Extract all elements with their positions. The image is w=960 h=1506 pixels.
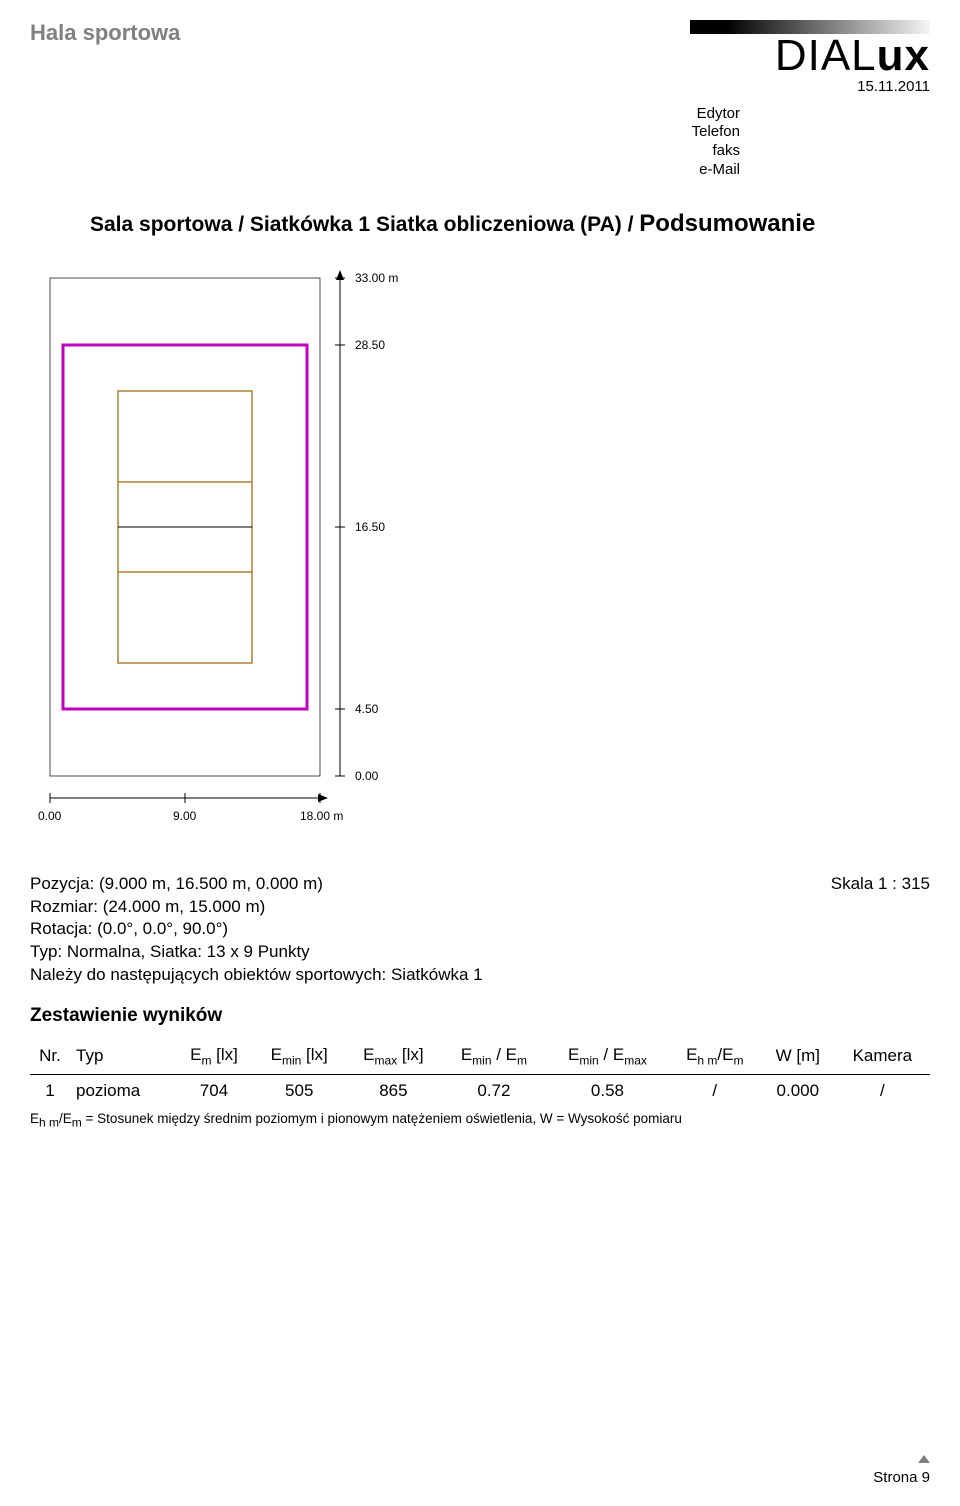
results-table: Nr. Typ Em [lx] Emin [lx] Emax [lx] Emin… bbox=[30, 1041, 930, 1106]
page-title: Sala sportowa / Siatkówka 1 Siatka oblic… bbox=[90, 210, 930, 238]
table-header-row: Nr. Typ Em [lx] Emin [lx] Emax [lx] Emin… bbox=[30, 1041, 930, 1074]
logo-prefix: DIAL bbox=[775, 31, 877, 80]
col-kamera: Kamera bbox=[835, 1041, 930, 1074]
x-tick-0: 0.00 bbox=[38, 809, 62, 823]
cell-nr: 1 bbox=[30, 1074, 70, 1107]
title-path: Sala sportowa / Siatkówka 1 Siatka oblic… bbox=[90, 213, 639, 236]
contact-email: e-Mail bbox=[220, 161, 740, 180]
diagram: 33.00 m 28.50 16.50 4.50 0.00 0.00 9.00 … bbox=[30, 258, 930, 853]
header: Hala sportowa DIALux 15.11.2011 bbox=[30, 20, 930, 95]
col-typ: Typ bbox=[70, 1041, 175, 1074]
col-nr: Nr. bbox=[30, 1041, 70, 1074]
type-line: Typ: Normalna, Siatka: 13 x 9 Punkty bbox=[30, 941, 930, 964]
rotation-value: (0.0°, 0.0°, 90.0°) bbox=[97, 919, 228, 938]
contact-fax: faks bbox=[220, 142, 740, 161]
logo-suffix: ux bbox=[877, 31, 930, 80]
cell-emin: 505 bbox=[253, 1074, 345, 1107]
y-tick-3: 4.50 bbox=[355, 702, 379, 716]
col-ratio3: Eh m/Em bbox=[669, 1041, 761, 1074]
cell-em: 704 bbox=[175, 1074, 254, 1107]
col-emax: Emax [lx] bbox=[345, 1041, 442, 1074]
results-title: Zestawienie wyników bbox=[30, 1005, 930, 1027]
info-block: Skala 1 : 315 Pozycja: (9.000 m, 16.500 … bbox=[30, 873, 930, 988]
cell-emax: 865 bbox=[345, 1074, 442, 1107]
col-ratio1: Emin / Em bbox=[442, 1041, 547, 1074]
x-tick-2: 18.00 m bbox=[300, 809, 343, 823]
rotation-line: Rotacja: (0.0°, 0.0°, 90.0°) bbox=[30, 918, 930, 941]
table-row: 1 pozioma 704 505 865 0.72 0.58 / 0.000 … bbox=[30, 1074, 930, 1107]
rotation-label: Rotacja: bbox=[30, 919, 92, 938]
contact-block: Edytor Telefon faks e-Mail bbox=[220, 105, 740, 180]
contact-editor: Edytor bbox=[220, 105, 740, 124]
size-label: Rozmiar: bbox=[30, 897, 98, 916]
col-ratio2: Emin / Emax bbox=[546, 1041, 668, 1074]
size-line: Rozmiar: (24.000 m, 15.000 m) bbox=[30, 896, 930, 919]
dialux-logo: DIALux bbox=[690, 36, 930, 76]
footer: Strona 9 bbox=[873, 1452, 930, 1486]
x-tick-1: 9.00 bbox=[173, 809, 197, 823]
logo-block: DIALux 15.11.2011 bbox=[690, 20, 930, 95]
page-up-icon bbox=[918, 1455, 930, 1463]
report-date: 15.11.2011 bbox=[690, 78, 930, 95]
col-emin: Emin [lx] bbox=[253, 1041, 345, 1074]
floor-plan-svg: 33.00 m 28.50 16.50 4.50 0.00 0.00 9.00 … bbox=[30, 258, 590, 848]
cell-typ: pozioma bbox=[70, 1074, 175, 1107]
scale-label: Skala 1 : 315 bbox=[831, 873, 930, 896]
col-w: W [m] bbox=[761, 1041, 835, 1074]
footnote: Eh m/Em = Stosunek między średnim poziom… bbox=[30, 1111, 930, 1130]
title-main: Podsumowanie bbox=[639, 210, 815, 237]
position-value: (9.000 m, 16.500 m, 0.000 m) bbox=[99, 874, 323, 893]
position-label: Pozycja: bbox=[30, 874, 94, 893]
belongs-line: Należy do następujących obiektów sportow… bbox=[30, 964, 930, 987]
page-number: Strona 9 bbox=[873, 1469, 930, 1486]
contact-phone: Telefon bbox=[220, 123, 740, 142]
project-name: Hala sportowa bbox=[30, 20, 180, 46]
col-em: Em [lx] bbox=[175, 1041, 254, 1074]
cell-r2: 0.58 bbox=[546, 1074, 668, 1107]
cell-r3: / bbox=[669, 1074, 761, 1107]
size-value: (24.000 m, 15.000 m) bbox=[103, 897, 266, 916]
cell-w: 0.000 bbox=[761, 1074, 835, 1107]
y-tick-1: 28.50 bbox=[355, 338, 385, 352]
page: Hala sportowa DIALux 15.11.2011 Edytor T… bbox=[0, 0, 960, 1506]
cell-kamera: / bbox=[835, 1074, 930, 1107]
y-tick-2: 16.50 bbox=[355, 520, 385, 534]
cell-r1: 0.72 bbox=[442, 1074, 547, 1107]
position-line: Pozycja: (9.000 m, 16.500 m, 0.000 m) bbox=[30, 873, 930, 896]
y-tick-0: 33.00 m bbox=[355, 271, 398, 285]
y-tick-4: 0.00 bbox=[355, 769, 379, 783]
